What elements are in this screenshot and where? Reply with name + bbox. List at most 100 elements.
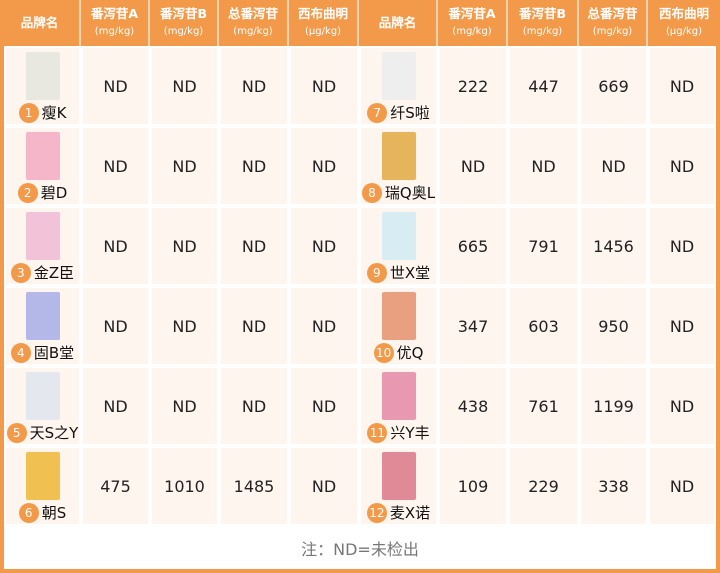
- column-header: 品牌名: [359, 0, 438, 46]
- value-cell-sib: ND: [289, 286, 359, 366]
- value-cell-total: ND: [219, 46, 289, 126]
- value-cell-b: ND: [150, 366, 219, 446]
- value-cell-total: ND: [219, 286, 289, 366]
- column-header: 番泻苷B (mg/kg): [150, 0, 219, 46]
- value-cell-a: ND: [81, 366, 150, 446]
- header-unit: (μg/kg): [304, 26, 342, 37]
- product-image: [381, 372, 416, 420]
- brand-name: 朝S: [41, 504, 67, 522]
- table-header: 品牌名 番泻苷A (mg/kg) 番泻苷B (mg/kg) 总番泻苷 (mg/kg) 西布曲明…: [0, 0, 720, 46]
- value-cell-b: 761: [508, 366, 579, 446]
- rank-badge: 10: [373, 342, 394, 363]
- brand-name: 麦X诺: [389, 504, 431, 522]
- value-cell-b: ND: [150, 46, 219, 126]
- value-cell-b: 229: [508, 446, 579, 526]
- header-unit: (μg/kg): [665, 26, 703, 37]
- brand-label: 3 金Z臣: [10, 262, 74, 283]
- brand-cell: 2 碧D: [4, 126, 81, 206]
- brand-name: 瑞Q奥L: [384, 184, 436, 202]
- header-name: 品牌名: [20, 15, 59, 30]
- rank-badge: 6: [18, 502, 39, 523]
- brand-name: 兴Y丰: [390, 424, 430, 442]
- brand-label: 12 麦X诺: [366, 502, 431, 523]
- value-cell-total: ND: [579, 126, 648, 206]
- column-header: 番泻苷A (mg/kg): [438, 0, 508, 46]
- value-cell-total: 669: [579, 46, 648, 126]
- value-cell-a: ND: [81, 206, 150, 286]
- product-image: [25, 212, 60, 260]
- value-cell-sib: ND: [289, 206, 359, 286]
- product-image: [25, 372, 60, 420]
- header-unit: (mg/kg): [94, 26, 135, 37]
- header-name: 总番泻苷: [587, 6, 638, 21]
- header-unit: (mg/kg): [452, 26, 492, 37]
- product-image: [25, 132, 60, 180]
- brand-cell: 4 固B堂: [4, 286, 81, 366]
- header-name: 番泻苷A: [90, 6, 139, 21]
- value-cell-sib: ND: [289, 46, 359, 126]
- brand-cell: 3 金Z臣: [4, 206, 81, 286]
- footnote: 注：ND=未检出: [301, 539, 419, 559]
- rank-badge: 8: [361, 182, 382, 203]
- brand-label: 11 兴Y丰: [367, 422, 430, 443]
- value-cell-b: ND: [150, 286, 219, 366]
- value-cell-total: 1485: [219, 446, 289, 526]
- header-unit: (mg/kg): [522, 26, 563, 37]
- value-cell-total: ND: [219, 126, 289, 206]
- brand-cell: 5 天S之Y: [4, 366, 81, 446]
- value-cell-total: 338: [579, 446, 648, 526]
- value-cell-sib: ND: [648, 286, 716, 366]
- brand-name: 固B堂: [33, 344, 75, 362]
- value-cell-b: 603: [508, 286, 579, 366]
- value-cell-total: 1199: [579, 366, 648, 446]
- product-image: [381, 452, 416, 500]
- rank-badge: 4: [10, 342, 31, 363]
- brand-cell: 11 兴Y丰: [359, 366, 438, 446]
- brand-cell: 8 瑞Q奥L: [359, 126, 438, 206]
- column-header: 西布曲明 (μg/kg): [648, 0, 720, 46]
- rank-badge: 7: [367, 102, 388, 123]
- value-cell-sib: ND: [648, 366, 716, 446]
- header-name: 品牌名: [378, 15, 417, 30]
- value-cell-a: ND: [81, 46, 150, 126]
- value-cell-a: 665: [438, 206, 508, 286]
- header-name: 西布曲明: [297, 6, 348, 21]
- value-cell-sib: ND: [289, 366, 359, 446]
- value-cell-a: 222: [438, 46, 508, 126]
- column-header: 番泻苷A (mg/kg): [81, 0, 150, 46]
- header-unit: (mg/kg): [163, 26, 204, 37]
- column-header: 总番泻苷 (mg/kg): [579, 0, 648, 46]
- brand-label: 1 瘦K: [18, 102, 66, 123]
- header-unit: (mg/kg): [592, 26, 633, 37]
- value-cell-b: 1010: [150, 446, 219, 526]
- value-cell-sib: ND: [648, 46, 716, 126]
- value-cell-b: 447: [508, 46, 579, 126]
- value-cell-a: 347: [438, 286, 508, 366]
- product-image: [25, 452, 60, 500]
- rank-badge: 9: [366, 262, 387, 283]
- value-cell-total: 1456: [579, 206, 648, 286]
- header-name: 西布曲明: [658, 6, 709, 21]
- brand-cell: 10 优Q: [359, 286, 438, 366]
- rank-badge: 2: [17, 182, 38, 203]
- brand-cell: 1 瘦K: [4, 46, 81, 126]
- value-cell-sib: ND: [289, 446, 359, 526]
- brand-name: 纤S啦: [390, 104, 430, 122]
- brand-cell: 6 朝S: [4, 446, 81, 526]
- value-cell-b: ND: [150, 126, 219, 206]
- header-name: 番泻苷A: [448, 6, 496, 21]
- value-cell-b: 791: [508, 206, 579, 286]
- brand-label: 6 朝S: [18, 502, 67, 523]
- brand-name: 天S之Y: [29, 424, 79, 442]
- product-image: [381, 52, 416, 100]
- value-cell-sib: ND: [289, 126, 359, 206]
- product-image: [25, 292, 60, 340]
- rank-badge: 1: [18, 102, 39, 123]
- value-cell-b: ND: [150, 206, 219, 286]
- value-cell-b: ND: [508, 126, 579, 206]
- value-cell-a: ND: [81, 286, 150, 366]
- brand-name: 优Q: [396, 344, 424, 362]
- product-image: [381, 292, 416, 340]
- value-cell-sib: ND: [648, 446, 716, 526]
- table-body: 1 瘦K ND ND ND ND 7 纤S啦 222 447 669 ND 2 碧D ND ND ND ND 8 瑞Q…: [4, 46, 716, 526]
